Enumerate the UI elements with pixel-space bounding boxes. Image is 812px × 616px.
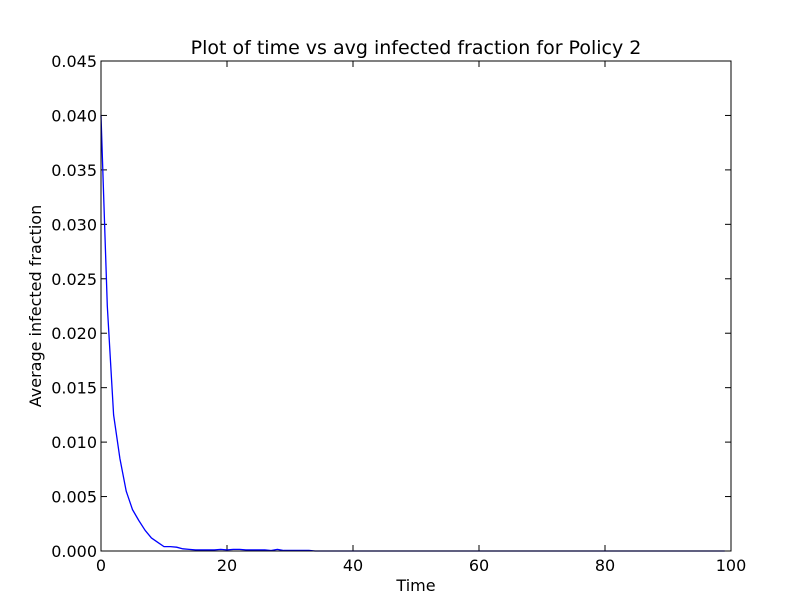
plot-frame (100, 60, 732, 552)
y-tick-label: 0.035 (51, 161, 97, 180)
series-line (100, 115, 725, 552)
x-tick-label: 100 (716, 556, 747, 575)
x-tick-label: 80 (595, 556, 615, 575)
chart-title: Plot of time vs avg infected fraction fo… (191, 37, 642, 59)
y-tick-label: 0.040 (51, 106, 97, 125)
y-tick-label: 0.000 (51, 542, 97, 561)
y-tick-label: 0.010 (51, 433, 97, 452)
y-tick-label: 0.045 (51, 52, 97, 71)
x-axis-label: Time (395, 576, 435, 595)
y-tick-label: 0.030 (51, 215, 97, 234)
y-tick-label: 0.025 (51, 270, 97, 289)
x-tick-label: 40 (343, 556, 363, 575)
y-tick-label: 0.005 (51, 488, 97, 507)
x-tick-label: 0 (96, 556, 106, 575)
ticks-layer: 0 20 40 60 80 100 0.000 0.005 0.010 0.015 0.020 0.0… (51, 52, 746, 575)
y-tick-label: 0.015 (51, 379, 97, 398)
series-layer (100, 115, 725, 552)
y-axis-label: Average infected fraction (26, 205, 45, 407)
x-tick-label: 60 (469, 556, 489, 575)
x-tick-label: 20 (217, 556, 237, 575)
y-tick-label: 0.020 (51, 324, 97, 343)
